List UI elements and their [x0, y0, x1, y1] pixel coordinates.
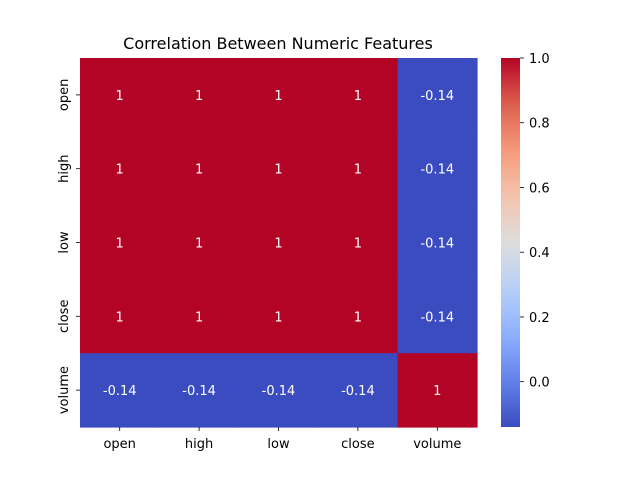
heatmap-cell — [318, 353, 399, 428]
cell-value-label: 1 — [116, 163, 124, 178]
cell-value-label: 1 — [116, 237, 124, 252]
cell-value-label: 1 — [354, 163, 362, 178]
x-tick-label: volume — [413, 437, 461, 452]
heatmap-cell — [397, 58, 478, 133]
heatmap-cell — [318, 205, 399, 280]
y-tick-label: high — [57, 155, 72, 183]
heatmap-cell — [80, 279, 160, 354]
cell-value-label: 1 — [195, 89, 203, 104]
cell-value-label: 1 — [433, 384, 441, 399]
x-tick-label: open — [103, 437, 135, 452]
cell-value-label: -0.14 — [182, 384, 216, 399]
cell-value-label: -0.14 — [262, 384, 296, 399]
heatmap-cell — [159, 353, 240, 428]
heatmap-cell — [318, 279, 399, 354]
heatmap-cell — [80, 205, 160, 280]
heatmap-cell — [238, 58, 319, 133]
x-tick-label: close — [341, 437, 374, 452]
cell-value-label: -0.14 — [420, 163, 454, 178]
x-tick-label: high — [185, 437, 213, 452]
heatmap-cell — [397, 353, 478, 428]
heatmap-cell — [397, 279, 478, 354]
colorbar-tick-label: 0.6 — [529, 181, 550, 196]
cell-value-label: 1 — [195, 310, 203, 325]
cell-value-label: 1 — [354, 89, 362, 104]
cell-value-label: 1 — [354, 237, 362, 252]
colorbar-tick-label: 1.0 — [529, 52, 550, 67]
cell-value-label: 1 — [274, 310, 282, 325]
colorbar: 0.0 0.2 0.4 0.6 0.8 1.0 — [501, 52, 550, 427]
cell-value-label: 1 — [195, 237, 203, 252]
heatmap-cell — [159, 131, 240, 207]
y-tick-label: volume — [57, 366, 72, 414]
heatmap-cell — [80, 131, 160, 207]
cell-value-label: -0.14 — [420, 310, 454, 325]
cell-value-label: -0.14 — [103, 384, 137, 399]
heatmap-cell — [80, 58, 160, 133]
heatmap-cell — [397, 205, 478, 280]
cell-value-label: -0.14 — [420, 89, 454, 104]
y-tick-label: close — [57, 300, 72, 333]
colorbar-tick-label: 0.0 — [529, 376, 550, 391]
colorbar-gradient — [501, 58, 520, 427]
y-axis-ticks: open high low close volume — [57, 79, 80, 414]
y-tick-label: low — [57, 231, 72, 254]
cell-value-label: -0.14 — [420, 237, 454, 252]
cell-value-label: 1 — [116, 89, 124, 104]
cell-value-label: 1 — [274, 89, 282, 104]
x-axis-ticks: open high low close volume — [103, 427, 461, 452]
heatmap-cell — [159, 205, 240, 280]
cell-value-label: -0.14 — [341, 384, 375, 399]
x-tick-label: low — [267, 437, 290, 452]
cell-value-label: 1 — [274, 237, 282, 252]
y-tick-label: open — [57, 79, 72, 111]
heatmap-cell — [238, 205, 319, 280]
cell-value-label: 1 — [195, 163, 203, 178]
heatmap-cell — [238, 279, 319, 354]
colorbar-tick-label: 0.4 — [529, 246, 550, 261]
heatmap-cell-labels: 1 1 1 1 -0.14 1 1 1 1 -0.14 1 1 1 1 -0.14 1 1 1 1 -0.14 -0.1… — [103, 89, 454, 399]
colorbar-tick-label: 0.2 — [529, 311, 550, 326]
heatmap-cell — [80, 353, 160, 428]
cell-value-label: 1 — [354, 310, 362, 325]
cell-value-label: 1 — [116, 310, 124, 325]
colorbar-ticks: 0.0 0.2 0.4 0.6 0.8 1.0 — [520, 52, 550, 391]
heatmap-cell — [318, 58, 399, 133]
heatmap-cell — [238, 131, 319, 207]
cell-value-label: 1 — [274, 163, 282, 178]
heatmap-cell — [238, 353, 319, 428]
heatmap-cell — [397, 131, 478, 207]
chart-title: Correlation Between Numeric Features — [123, 34, 433, 53]
heatmap-cell — [159, 58, 240, 133]
heatmap-cell — [159, 279, 240, 354]
colorbar-tick-label: 0.8 — [529, 117, 550, 132]
heatmap-cell — [318, 131, 399, 207]
heatmap-cells — [80, 58, 478, 428]
